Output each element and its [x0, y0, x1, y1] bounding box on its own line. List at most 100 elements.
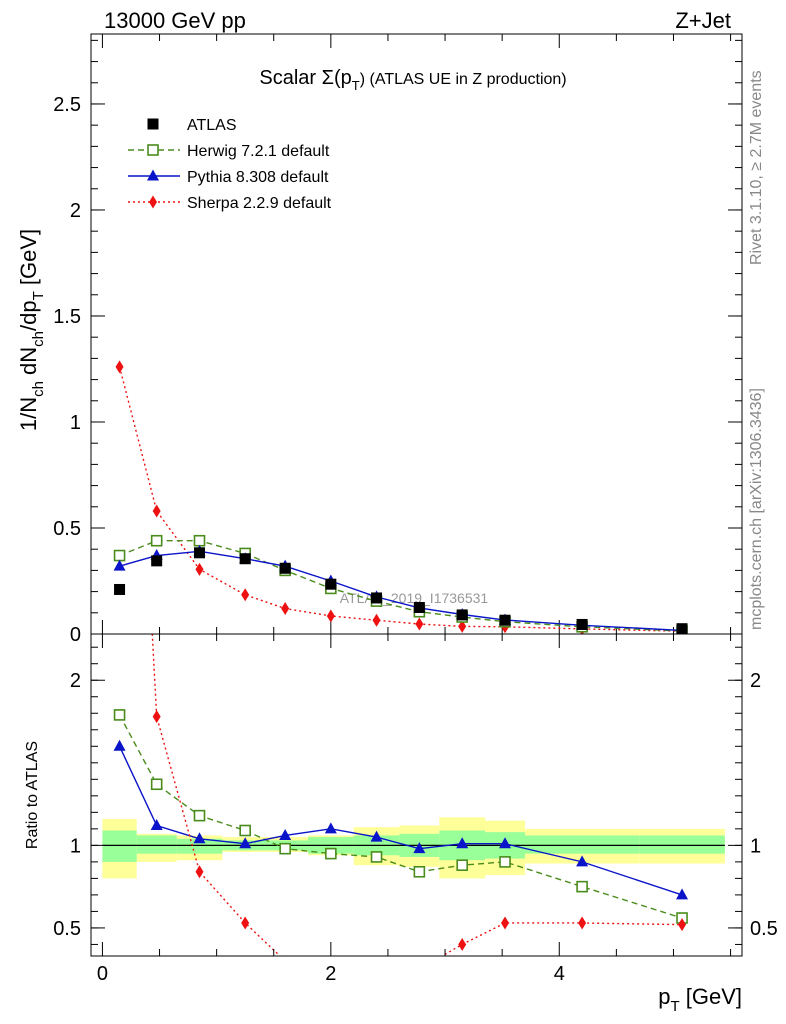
main-y-tick-label: 2.5	[53, 94, 81, 116]
main-y-tick-label: 1	[70, 412, 81, 434]
ratio-y-tick-label: 1	[70, 835, 81, 857]
main-y-tick-label: 2	[70, 200, 81, 222]
data-point	[415, 617, 424, 631]
ratio-point	[413, 842, 426, 854]
ratio-point	[456, 837, 469, 849]
main-series-group	[113, 360, 688, 634]
x-axis-label: pT [GeV]	[658, 984, 742, 1015]
data-point	[113, 559, 126, 571]
legend: ATLAS Herwig 7.2.1 default Pythia 8.308 de…	[128, 117, 332, 212]
legend-marker	[149, 195, 157, 209]
legend-label: ATLAS	[187, 117, 237, 134]
plot-title-sub: T	[352, 78, 360, 93]
ratio-point	[241, 916, 250, 930]
ratio-point	[150, 778, 163, 791]
x-tick-label: 4	[554, 963, 565, 985]
series-line	[119, 540, 683, 632]
data-point	[371, 592, 383, 604]
data-point	[152, 504, 161, 518]
data-point	[193, 534, 206, 547]
legend-marker	[147, 169, 159, 181]
data-point	[413, 601, 425, 613]
data-point	[325, 578, 337, 590]
ratio-point	[195, 865, 204, 879]
ratio-point	[324, 822, 337, 834]
x-tick-label: 0	[97, 963, 108, 985]
ratio-point	[413, 865, 426, 878]
ratio-y-tick-label: 2	[70, 670, 81, 692]
ratio-axis-ticks: 0.5 0.5 1 1 2 2 0 2 4	[53, 634, 778, 985]
band-inner-bin	[176, 838, 223, 854]
data-point	[239, 553, 251, 565]
data-point	[150, 534, 163, 547]
ratio-point	[279, 828, 292, 840]
series-0	[114, 547, 688, 634]
ratio-series-group	[113, 634, 689, 956]
ratio-point	[676, 888, 689, 900]
legend-marker	[147, 144, 159, 156]
data-point	[279, 562, 291, 574]
legend-label: Pythia 8.308 default	[187, 169, 329, 186]
plot-title: Scalar Σ(pT) (ATLAS UE in Z production)	[259, 67, 566, 93]
series-line	[118, 366, 683, 632]
mcplots-label: mcplots.cern.ch [arXiv:1306.3436]	[748, 388, 765, 630]
data-point	[676, 623, 688, 634]
ratio-point	[499, 856, 511, 868]
header-right: Z+Jet	[675, 8, 731, 33]
ratio-point	[678, 918, 687, 932]
data-point	[113, 549, 126, 562]
main-plot: 00.511.522.5 ATLAS_2019_I1736531 Scalar …	[16, 33, 743, 646]
ratio-point	[578, 916, 587, 930]
legend-marker	[147, 118, 159, 130]
data-point	[458, 619, 467, 633]
ratio-point	[113, 709, 126, 721]
ratio-point	[456, 859, 468, 871]
data-point	[576, 618, 588, 630]
legend-label: Sherpa 2.2.9 default	[187, 195, 332, 212]
main-y-tick-label: 0.5	[53, 518, 81, 540]
data-point	[499, 614, 511, 626]
ratio-point	[113, 739, 126, 751]
header-left: 13000 GeV pp	[104, 8, 246, 33]
ratio-plot: 0.5 0.5 1 1 2 2 0 2 4 Ratio to ATLAS pT [GeV]	[24, 633, 778, 1015]
ratio-series-1	[113, 739, 689, 900]
ratio-point	[152, 710, 161, 724]
ratio-point	[193, 809, 206, 822]
rivet-label: Rivet 3.1.10, ≥ 2.7M events	[748, 70, 765, 265]
data-point	[115, 360, 124, 374]
ratio-plot-frame	[90, 633, 743, 957]
ratio-line	[118, 745, 683, 896]
data-point	[372, 613, 381, 627]
y-axis-label: 1/Nch dNch/dpT [GeV]	[16, 229, 47, 431]
ratio-series-2	[151, 634, 687, 956]
main-y-tick-label: 1.5	[53, 306, 81, 328]
ratio-point	[239, 837, 252, 849]
band-inner-bin	[525, 835, 640, 854]
data-point	[114, 583, 126, 595]
data-point	[456, 609, 468, 621]
ratio-point	[458, 937, 467, 951]
ratio-point	[239, 824, 251, 837]
ratio-y-tick-label: 0.5	[53, 918, 81, 940]
legend-label: Herwig 7.2.1 default	[187, 143, 330, 160]
main-y-tick-label: 0	[70, 624, 81, 646]
band-inner-bin	[102, 830, 137, 862]
ratio-point	[279, 842, 291, 855]
data-point	[194, 547, 205, 559]
x-tick-label: 2	[325, 963, 336, 985]
ratio-y-tick-label-right: 1	[750, 835, 761, 857]
ratio-point	[325, 847, 337, 860]
plot-title-rest: ) (ATLAS UE in Z production)	[360, 71, 567, 88]
ratio-point	[501, 916, 510, 930]
ratio-point	[370, 830, 383, 842]
ratio-point	[499, 837, 512, 849]
data-point	[326, 609, 335, 623]
data-point	[151, 555, 163, 567]
band-inner-bin	[639, 835, 725, 854]
data-point	[281, 602, 290, 616]
ratio-line	[118, 714, 683, 919]
ratio-uncertainty-bands	[102, 817, 725, 879]
ratio-point	[576, 880, 588, 893]
ratio-point	[576, 855, 589, 867]
